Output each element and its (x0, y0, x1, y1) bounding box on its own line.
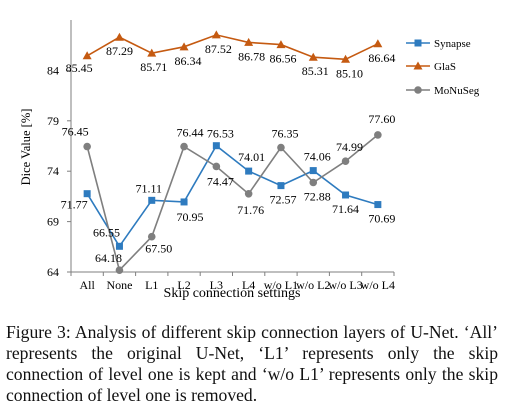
data-point-monuseg (374, 131, 382, 139)
x-tick-label: w/o L4 (361, 278, 395, 292)
data-label-synapse: 70.95 (177, 210, 204, 224)
data-label-monuseg: 76.45 (62, 125, 89, 139)
data-point-monuseg (244, 189, 253, 198)
data-point-glas (211, 30, 221, 39)
y-tick-label: 64 (47, 265, 59, 279)
data-label-glas: 86.34 (175, 54, 202, 68)
legend-label-synapse: Synapse (434, 38, 471, 50)
x-tick-label: L4 (242, 278, 255, 292)
data-point-monuseg (277, 143, 285, 152)
data-label-synapse: 71.11 (135, 181, 162, 195)
x-axis-title: Skip connection settings (164, 286, 301, 301)
data-point-monuseg (83, 142, 91, 151)
x-tick-label: w/o L2 (296, 278, 330, 292)
data-label-glas: 87.29 (106, 44, 133, 58)
data-label-monuseg: 64.18 (95, 251, 122, 265)
data-label-monuseg: 74.99 (336, 140, 363, 154)
data-point-monuseg (147, 232, 156, 241)
data-point-synapse (374, 201, 382, 209)
series-line-synapse (86, 144, 379, 248)
data-point-glas (308, 52, 318, 61)
data-point-glas (244, 37, 254, 46)
data-point-synapse (342, 191, 350, 199)
x-tick-label: w/o L3 (328, 278, 362, 292)
series-line-monuseg (86, 134, 379, 272)
legend-marker-synapse (414, 39, 422, 47)
y-axis-title: Dice Value [%] (19, 109, 33, 186)
data-label-monuseg: 67.50 (145, 242, 172, 256)
data-point-glas (276, 40, 286, 49)
legend-item-glas: GlaS (406, 61, 456, 73)
data-label-monuseg: 76.35 (271, 127, 298, 141)
x-tick-label: L2 (177, 278, 190, 292)
legend-item-synapse: Synapse (406, 38, 471, 50)
data-point-glas (147, 48, 157, 57)
y-tick-label: 79 (47, 114, 59, 128)
y-tick-label: 74 (47, 164, 59, 178)
data-label-glas: 87.52 (205, 42, 232, 56)
data-point-monuseg (212, 162, 221, 171)
data-label-glas: 85.10 (336, 66, 363, 80)
data-label-glas: 86.64 (368, 51, 395, 65)
data-point-synapse (212, 142, 220, 150)
legend-marker-monuseg (414, 86, 422, 94)
y-tick-label: 84 (47, 63, 59, 77)
figure-caption: Figure 3: Analysis of different skip con… (6, 322, 498, 405)
series-layer (82, 30, 383, 274)
data-label-monuseg: 71.76 (237, 203, 264, 217)
data-point-glas (82, 51, 92, 60)
x-tick-label: L1 (145, 278, 158, 292)
data-point-synapse (180, 198, 188, 206)
legend-item-monuseg: MoNuSeg (406, 85, 480, 97)
data-labels: 71.77 66.55 71.11 70.95 76.53 74.01 72.57 74.06… (61, 42, 396, 265)
x-tick-label: None (106, 278, 132, 292)
data-label-monuseg: 76.44 (177, 126, 204, 140)
x-tick-label: All (79, 278, 95, 292)
data-label-glas: 85.45 (66, 61, 93, 75)
legend: Synapse GlaS MoNuSeg (406, 38, 480, 97)
data-label-glas: 86.56 (269, 52, 296, 66)
legend-label-monuseg: MoNuSeg (434, 85, 480, 97)
data-label-synapse: 71.64 (332, 202, 359, 216)
data-point-monuseg (115, 266, 124, 274)
data-point-synapse (83, 190, 91, 198)
data-label-glas: 86.78 (238, 49, 265, 63)
data-point-monuseg (309, 178, 318, 187)
data-label-synapse: 74.06 (304, 150, 331, 164)
data-label-monuseg: 74.47 (207, 174, 234, 188)
data-point-synapse (309, 167, 317, 175)
data-point-glas (179, 42, 189, 51)
data-point-glas (114, 32, 124, 41)
y-tick-label: 69 (47, 215, 59, 229)
series-line-glas (86, 34, 379, 61)
legend-marker-glas (413, 61, 423, 70)
data-label-glas: 85.31 (302, 64, 329, 78)
data-point-synapse (245, 167, 253, 175)
data-label-synapse: 74.01 (238, 150, 265, 164)
data-label-synapse: 70.69 (368, 212, 395, 226)
x-tick-label: w/o L1 (264, 278, 298, 292)
data-point-synapse (148, 196, 156, 204)
legend-label-glas: GlaS (434, 61, 456, 73)
data-label-synapse: 76.53 (207, 127, 234, 141)
data-label-synapse: 72.57 (269, 193, 296, 207)
data-label-monuseg: 72.88 (304, 189, 331, 203)
data-label-synapse: 66.55 (93, 225, 120, 239)
data-label-synapse: 71.77 (61, 198, 88, 212)
data-point-glas (373, 39, 383, 48)
data-point-synapse (115, 242, 123, 250)
data-point-monuseg (341, 157, 350, 166)
data-point-synapse (277, 182, 285, 190)
data-label-glas: 85.71 (140, 60, 167, 74)
data-label-monuseg: 77.60 (368, 112, 395, 126)
data-point-monuseg (180, 142, 188, 151)
x-tick-label: L3 (210, 278, 223, 292)
data-point-glas (341, 54, 351, 63)
